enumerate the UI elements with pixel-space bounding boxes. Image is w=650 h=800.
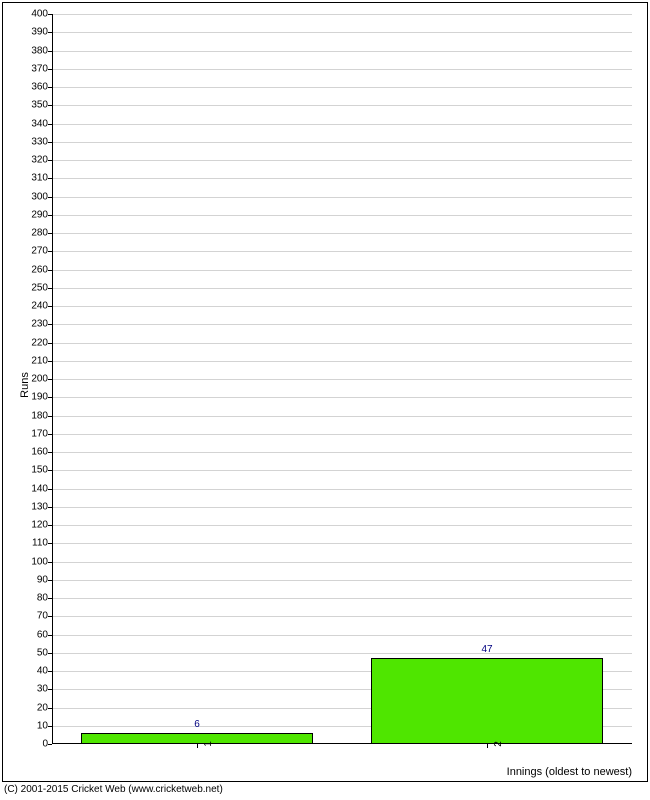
gridline (52, 251, 632, 252)
gridline (52, 543, 632, 544)
gridline (52, 160, 632, 161)
gridline (52, 87, 632, 88)
gridline (52, 105, 632, 106)
chart-container: 0102030405060708090100110120130140150160… (0, 0, 650, 800)
gridline (52, 306, 632, 307)
bar (371, 658, 603, 744)
gridline (52, 124, 632, 125)
gridline (52, 233, 632, 234)
gridline (52, 507, 632, 508)
x-tick-mark (487, 744, 488, 748)
gridline (52, 51, 632, 52)
plot-area: 0102030405060708090100110120130140150160… (52, 14, 632, 744)
gridline (52, 525, 632, 526)
gridline (52, 397, 632, 398)
x-tick-mark (197, 744, 198, 748)
x-tick-label: 2 (487, 741, 504, 747)
gridline (52, 270, 632, 271)
bar-value-label: 47 (481, 644, 492, 655)
gridline (52, 178, 632, 179)
gridline (52, 452, 632, 453)
gridline (52, 343, 632, 344)
gridline (52, 197, 632, 198)
y-axis-line (52, 14, 53, 744)
gridline (52, 142, 632, 143)
x-tick-label: 1 (197, 741, 214, 747)
gridline (52, 580, 632, 581)
y-axis-title: Runs (19, 372, 31, 398)
gridline (52, 69, 632, 70)
gridline (52, 489, 632, 490)
gridline (52, 653, 632, 654)
gridline (52, 379, 632, 380)
gridline (52, 32, 632, 33)
gridline (52, 470, 632, 471)
gridline (52, 616, 632, 617)
gridline (52, 562, 632, 563)
gridline (52, 416, 632, 417)
gridline (52, 598, 632, 599)
copyright-text: (C) 2001-2015 Cricket Web (www.cricketwe… (4, 784, 223, 795)
gridline (52, 288, 632, 289)
gridline (52, 434, 632, 435)
gridline (52, 361, 632, 362)
y-tick-mark (48, 744, 52, 745)
x-axis-title: Innings (oldest to newest) (507, 766, 632, 778)
gridline (52, 324, 632, 325)
gridline (52, 215, 632, 216)
gridline (52, 635, 632, 636)
gridline (52, 14, 632, 15)
bar-value-label: 6 (194, 719, 200, 730)
